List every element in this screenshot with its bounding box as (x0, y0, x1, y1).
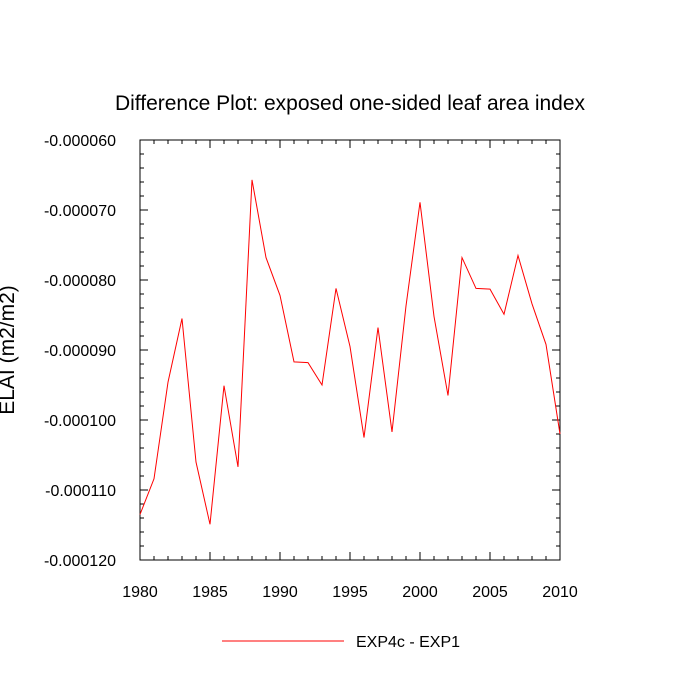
x-tick-label: 2010 (542, 584, 578, 601)
chart-title: Difference Plot: exposed one-sided leaf … (115, 92, 586, 115)
legend-label: EXP4c - EXP1 (356, 634, 460, 651)
x-tick-label: 1980 (122, 584, 158, 601)
x-tick-label: 1990 (262, 584, 298, 601)
y-axis-label: ELAI (m2/m2) (0, 285, 19, 415)
series-layer (139, 179, 561, 525)
y-tick-label: -0.000100 (44, 413, 116, 430)
y-tick-label: -0.000110 (45, 483, 116, 500)
y-tick-label: -0.000120 (44, 553, 116, 570)
y-tick-label: -0.000070 (44, 203, 116, 220)
ticks-layer (139, 139, 561, 561)
x-tick-label: 2000 (402, 584, 438, 601)
y-tick-label: -0.000090 (44, 343, 116, 360)
x-tick-label: 1985 (192, 584, 228, 601)
x-tick-label: 2005 (472, 584, 508, 601)
tick-labels-layer: 1980 1985 1990 1995 2000 2005 2010 -0.000060 -0.… (44, 133, 578, 601)
y-tick-label: -0.000060 (44, 133, 116, 150)
legend: EXP4c - EXP1 (222, 634, 460, 651)
plot-frame (139, 139, 561, 561)
x-tick-label: 1995 (332, 584, 368, 601)
series-line (139, 179, 561, 525)
y-tick-label: -0.000080 (44, 273, 116, 290)
